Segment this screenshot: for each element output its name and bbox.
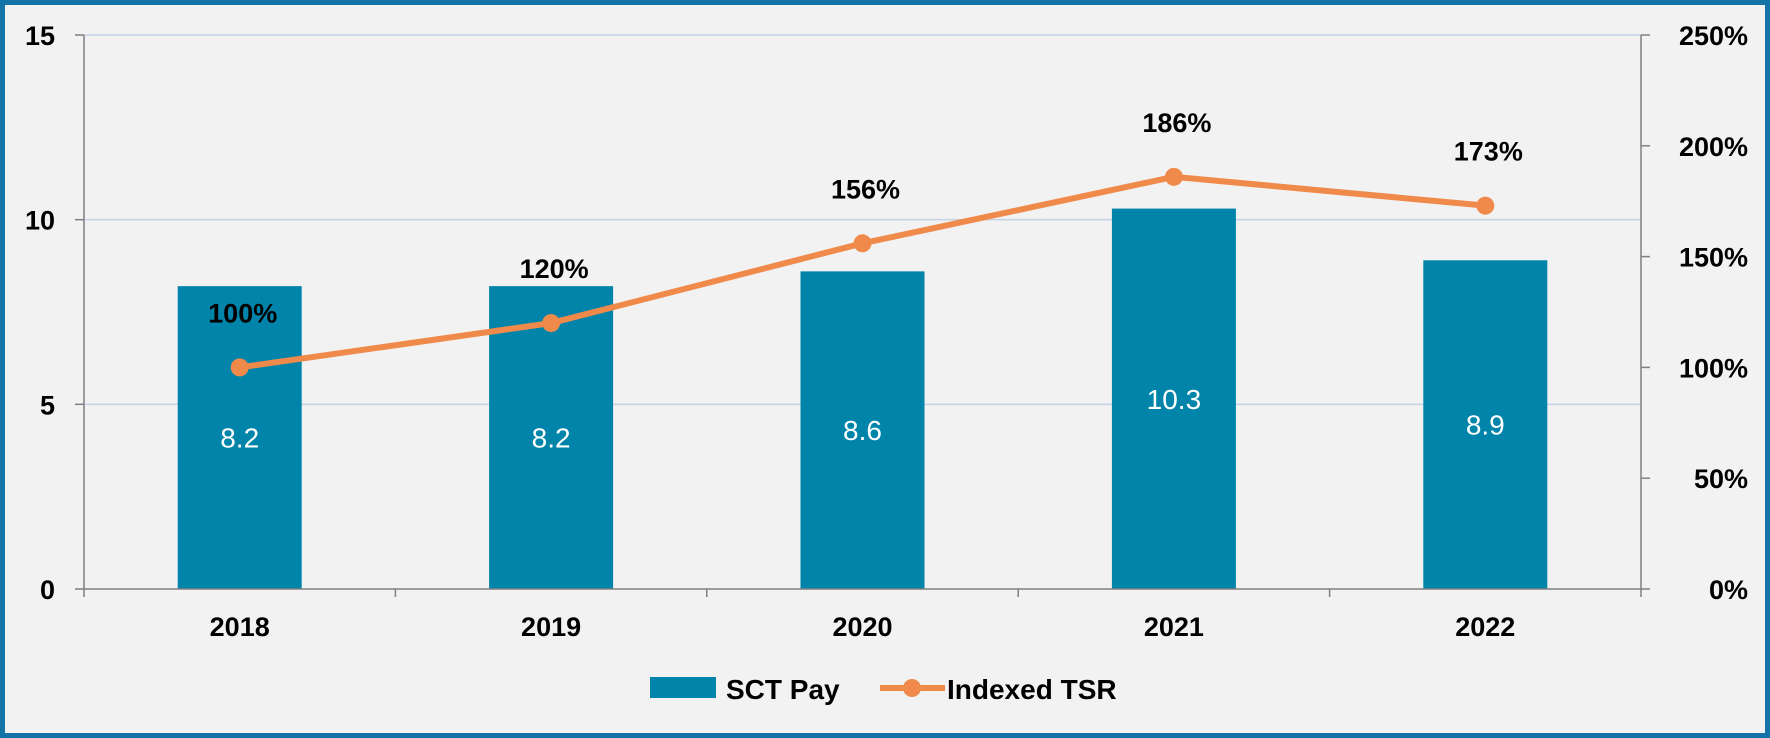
bar-series-sct-pay bbox=[177, 208, 1548, 589]
bar-data-label: 8.2 bbox=[532, 423, 571, 454]
y-left-tick-label: 5 bbox=[40, 390, 55, 420]
tsr-marker-2022 bbox=[1476, 196, 1495, 215]
x-tick-label: 2019 bbox=[521, 612, 581, 642]
x-tick-label: 2018 bbox=[210, 612, 270, 642]
line-series-indexed-tsr bbox=[230, 167, 1495, 377]
tsr-marker-2019 bbox=[542, 314, 561, 333]
tsr-marker-2021 bbox=[1164, 167, 1183, 186]
tsr-data-label: 100% bbox=[208, 298, 277, 328]
bar-2022 bbox=[1423, 260, 1548, 589]
tsr-data-label: 186% bbox=[1142, 108, 1211, 138]
y-right-tick-label: 100% bbox=[1679, 353, 1748, 383]
legend-label-sct-pay: SCT Pay bbox=[726, 674, 840, 705]
bar-data-label: 8.2 bbox=[220, 423, 259, 454]
bar-2020 bbox=[800, 271, 925, 589]
bar-2021 bbox=[1111, 208, 1236, 589]
bar-data-label: 8.9 bbox=[1466, 410, 1505, 441]
tsr-data-label: 173% bbox=[1454, 137, 1523, 167]
legend-swatch-sct-pay bbox=[650, 677, 716, 698]
bar-2018 bbox=[177, 286, 302, 589]
tsr-marker-2020 bbox=[853, 234, 872, 253]
x-tick-label: 2022 bbox=[1455, 612, 1515, 642]
y-left-tick-label: 15 bbox=[25, 21, 55, 51]
data-labels: 8.2 8.2 8.6 10.3 8.9 100% 120% 156% 186% 173% bbox=[208, 108, 1523, 454]
legend: SCT Pay Indexed TSR bbox=[650, 674, 1117, 705]
y-right-tick-label: 0% bbox=[1709, 575, 1748, 605]
tsr-data-label: 156% bbox=[831, 174, 900, 204]
bar-data-label: 10.3 bbox=[1147, 384, 1202, 415]
y-right-tick-label: 200% bbox=[1679, 132, 1748, 162]
legend-marker-indexed-tsr bbox=[903, 679, 921, 697]
bar-2019 bbox=[489, 286, 614, 589]
y-right-tick-label: 250% bbox=[1679, 21, 1748, 51]
x-tick-label: 2020 bbox=[832, 612, 892, 642]
y-left-tick-label: 10 bbox=[25, 206, 55, 236]
y-left-tick-label: 0 bbox=[40, 575, 55, 605]
y-right-tick-label: 150% bbox=[1679, 243, 1748, 273]
legend-label-indexed-tsr: Indexed TSR bbox=[947, 674, 1117, 705]
tsr-marker-2018 bbox=[230, 358, 249, 377]
tsr-data-label: 120% bbox=[520, 254, 589, 284]
bar-data-label: 8.6 bbox=[843, 415, 882, 446]
x-tick-label: 2021 bbox=[1144, 612, 1204, 642]
y-right-tick-label: 50% bbox=[1694, 464, 1748, 494]
